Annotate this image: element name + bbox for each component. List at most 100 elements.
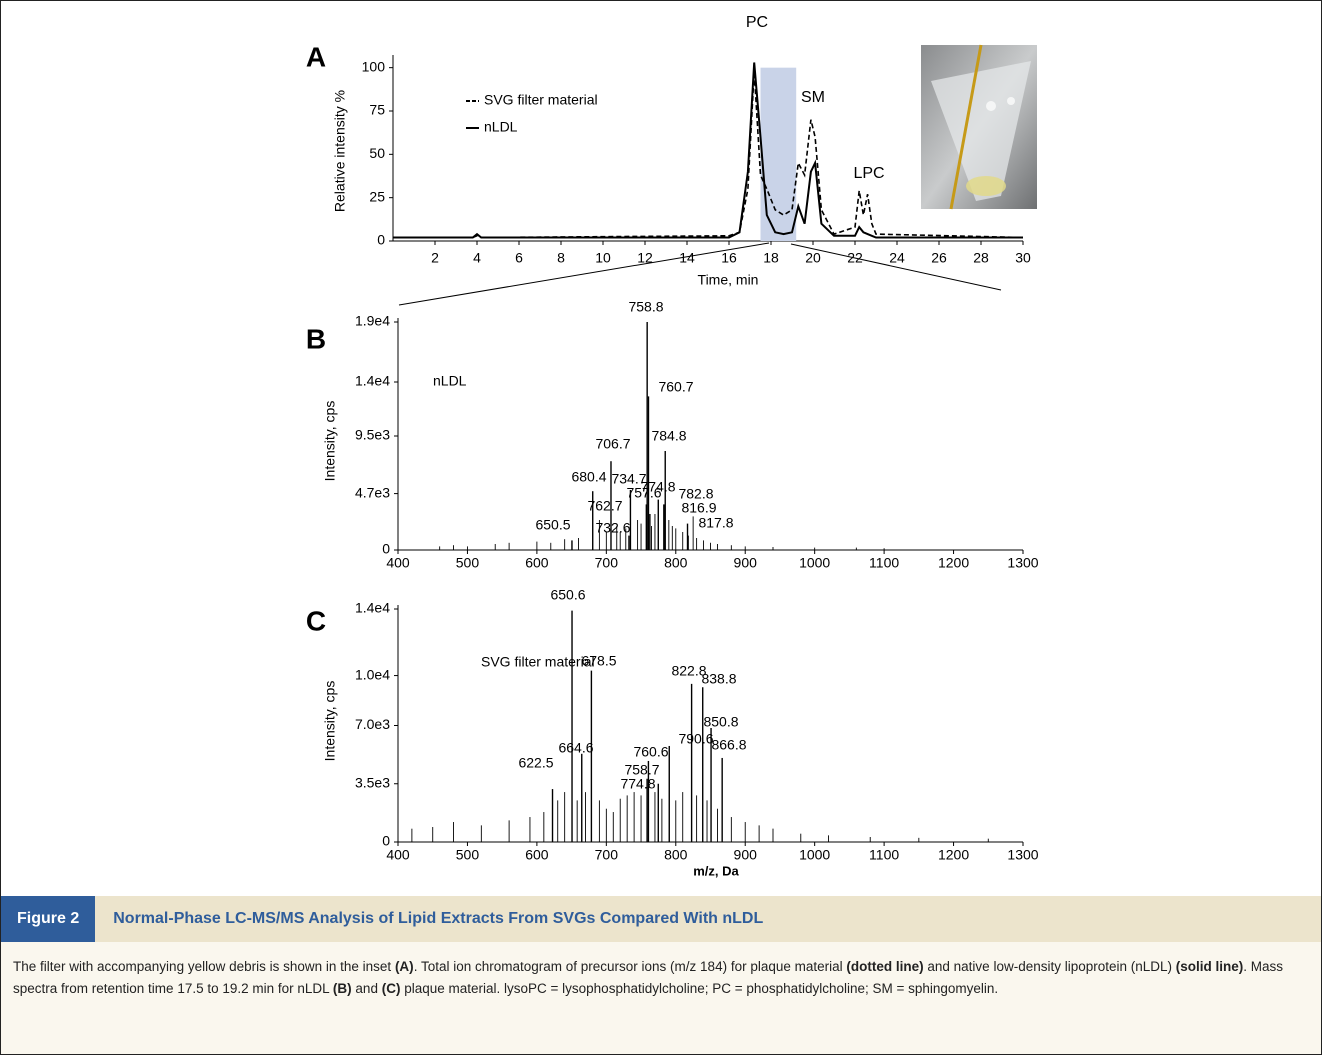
panel-letter: A [306, 41, 326, 72]
x-tick-label: 10 [595, 250, 611, 266]
y-axis-label: Intensity, cps [322, 401, 338, 482]
figure: 2 4 6 8 10 12 14 16 18 20 22 24 26 28 300255075100ARel… [306, 14, 1039, 878]
peak-label: 784.8 [651, 428, 686, 444]
x-tick-label: 1200 [938, 847, 969, 863]
panel-letter: C [306, 605, 326, 636]
peak-label: 838.8 [701, 671, 736, 687]
peak-label: 664.6 [558, 740, 593, 756]
caption-text: (B) [332, 981, 352, 996]
y-tick-label: 7.0e3 [355, 716, 390, 732]
x-tick-label: 6 [515, 250, 523, 266]
peak-label: 774.8 [640, 479, 675, 495]
peak-label: 650.6 [550, 587, 585, 603]
x-tick-label: 22 [847, 250, 863, 266]
y-tick-label: 1.4e4 [355, 373, 390, 389]
caption-text: . Mass spectra from retention time 17.5 … [13, 959, 1284, 996]
y-tick-label: 9.5e3 [355, 427, 390, 443]
x-tick-label: 500 [456, 555, 480, 571]
x-axis-label: m/z, Da [693, 863, 739, 878]
legend-label: SVG filter material [484, 92, 598, 108]
peak-label: 790.6 [678, 731, 713, 747]
series-line [393, 71, 1024, 239]
panel-letter: B [306, 323, 326, 354]
zoom-line [790, 243, 1002, 291]
x-tick-label: 800 [664, 555, 688, 571]
peak-label: 622.5 [518, 755, 553, 771]
peak-label: 678.5 [581, 653, 616, 669]
peak-annotation: SM [801, 89, 825, 106]
peak-label: 757.6 [626, 485, 661, 501]
x-tick-label: 1200 [938, 555, 969, 571]
y-tick-label: 1.9e4 [355, 313, 390, 329]
x-tick-label: 1100 [869, 847, 899, 863]
peak-label: 760.6 [633, 744, 668, 760]
peak-label: 760.7 [658, 379, 693, 395]
peak-label: 732.6 [595, 520, 630, 536]
x-tick-label: 800 [664, 847, 688, 863]
caption-text: The filter with accompanying yellow debr… [13, 959, 395, 974]
inset-photo [921, 44, 1037, 210]
x-tick-label: 8 [557, 250, 565, 266]
peak-label: 782.8 [678, 486, 713, 502]
figure-label: Figure 2 [1, 896, 96, 942]
caption-text: (A) [394, 959, 414, 974]
peak-label: 706.7 [595, 436, 630, 452]
x-axis-label: Time, min [698, 272, 759, 288]
peak-label: 680.4 [571, 469, 606, 485]
y-tick-label: 3.5e3 [355, 774, 390, 790]
x-tick-label: 1000 [799, 847, 830, 863]
x-tick-label: 18 [763, 250, 779, 266]
peak-label: 758.8 [628, 299, 663, 315]
figure-title: Normal-Phase LC-MS/MS Analysis of Lipid … [113, 910, 764, 927]
y-axis-label: Intensity, cps [322, 681, 338, 762]
series-line [393, 62, 1023, 239]
y-tick-label: 1.0e4 [355, 666, 390, 682]
peak-label: 734.7 [611, 471, 646, 487]
peak-annotation: LPC [853, 165, 884, 182]
caption-text: (dotted line) [846, 959, 924, 974]
y-tick-label: 4.7e3 [355, 484, 390, 500]
x-tick-label: 28 [973, 250, 989, 266]
x-tick-label: 4 [473, 250, 481, 266]
x-tick-label: 30 [1015, 250, 1031, 266]
x-tick-label: 2 [431, 250, 439, 266]
y-tick-label: 0 [377, 232, 385, 248]
x-tick-label: 12 [637, 250, 653, 266]
zoom-line [398, 242, 770, 306]
peak-label: 650.5 [535, 517, 570, 533]
peak-label: 822.8 [671, 663, 706, 679]
caption-text: . Total ion chromatogram of precursor io… [413, 959, 847, 974]
x-tick-label: 600 [525, 847, 549, 863]
x-tick-label: 700 [595, 555, 619, 571]
caption-text: plaque material. lysoPC = lysophosphatid… [400, 981, 999, 996]
peak-label: 850.8 [703, 714, 738, 730]
caption-text: (C) [381, 981, 401, 996]
x-tick-label: 1100 [869, 555, 899, 571]
caption-text: and native low-density lipoprotein (nLDL… [923, 959, 1176, 974]
caption-body: The filter with accompanying yellow debr… [1, 942, 1321, 1054]
y-tick-label: 50 [369, 145, 385, 161]
y-tick-label: 1.4e4 [355, 600, 390, 616]
x-tick-label: 400 [386, 555, 410, 571]
caption-text: (solid line) [1175, 959, 1244, 974]
y-tick-label: 25 [369, 188, 385, 204]
peak-annotation: PC [746, 14, 768, 31]
caption-text: and [351, 981, 382, 996]
caption-bar: Figure 2 Normal-Phase LC-MS/MS Analysis … [1, 896, 1321, 942]
x-tick-label: 1000 [799, 555, 830, 571]
y-tick-label: 75 [369, 102, 385, 118]
x-tick-label: 900 [734, 555, 758, 571]
peak-label: 758.7 [624, 762, 659, 778]
peak-label: 816.9 [681, 500, 716, 516]
y-tick-label: 100 [362, 58, 386, 74]
peak-label: 762.7 [587, 498, 622, 514]
x-tick-label: 500 [456, 847, 480, 863]
y-axis-label: Relative intensity % [332, 90, 348, 212]
x-tick-label: 1300 [1007, 847, 1038, 863]
x-tick-label: 400 [386, 847, 410, 863]
peak-label: 866.8 [711, 737, 746, 753]
x-tick-label: 14 [679, 250, 695, 266]
panel-annotation: SVG filter material [481, 654, 595, 670]
y-tick-label: 0 [382, 833, 390, 849]
